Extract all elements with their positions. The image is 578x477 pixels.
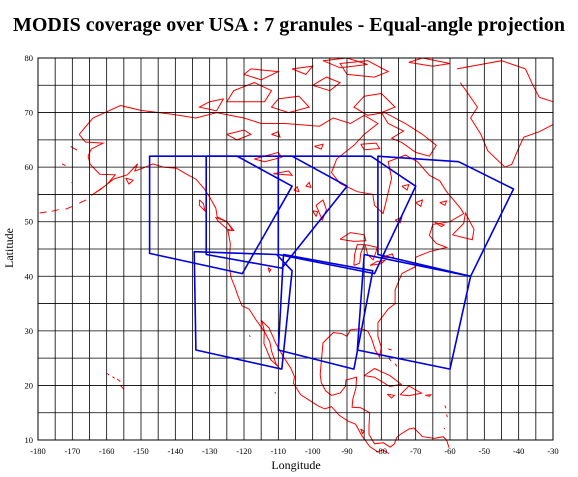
coastline-segment xyxy=(120,385,125,390)
axis-ticks: -180 -170 -160 -150 -140 -130 -120 -110 -100 -90 -… xyxy=(25,53,559,456)
x-tick-label: -170 xyxy=(65,446,81,456)
x-tick-label: -70 xyxy=(410,446,421,456)
y-tick-label: 80 xyxy=(25,53,34,63)
coastline-segment xyxy=(249,335,251,338)
coastline-segment xyxy=(112,376,115,379)
granule-outline xyxy=(277,253,374,370)
x-tick-label: -100 xyxy=(305,446,321,456)
coastline-segment xyxy=(388,348,392,351)
coastline-segment xyxy=(425,394,433,397)
granule-outline xyxy=(193,250,293,370)
granule-outlines xyxy=(148,155,515,370)
granule-outline xyxy=(377,155,515,278)
x-tick-label: -110 xyxy=(271,446,286,456)
coastline-segment xyxy=(408,57,451,67)
coastline-segment xyxy=(267,267,272,274)
coastline-segment xyxy=(322,57,368,69)
y-tick-label: 30 xyxy=(25,326,34,336)
coastline-segment xyxy=(125,177,135,185)
coastline-segment xyxy=(444,405,447,409)
y-tick-label: 50 xyxy=(25,217,34,227)
coastline-segment xyxy=(78,199,87,204)
x-tick-label: -180 xyxy=(30,446,46,456)
coastline-segment xyxy=(39,211,47,214)
coastline-segment xyxy=(116,378,121,382)
y-tick-label: 10 xyxy=(25,435,34,445)
map-title: MODIS coverage over USA : 7 granules - E… xyxy=(12,14,565,36)
coastline-segment xyxy=(70,145,78,151)
coastline-segment xyxy=(215,216,234,232)
coastline-segment xyxy=(315,199,327,222)
coastline-segment xyxy=(312,210,319,218)
coastline-segment xyxy=(197,98,225,112)
coastline-segment xyxy=(314,143,324,150)
x-tick-label: -120 xyxy=(236,446,252,456)
coastline-segment xyxy=(452,211,475,241)
x-tick-label: -130 xyxy=(202,446,218,456)
x-tick-label: -60 xyxy=(444,446,455,456)
coastline-segment xyxy=(363,367,403,388)
coastline-segment xyxy=(78,104,465,448)
coastline-segment xyxy=(312,76,342,92)
coastline-segment xyxy=(456,60,554,168)
granule-outline xyxy=(356,253,472,370)
coastline-segment xyxy=(305,181,312,188)
x-tick-label: -160 xyxy=(99,446,115,456)
coastline-segment xyxy=(434,221,446,228)
granule-outline xyxy=(277,155,417,275)
y-axis-label: Latitude xyxy=(2,228,16,268)
x-tick-label: -140 xyxy=(168,446,184,456)
coastline-segment xyxy=(270,95,311,114)
x-tick-label: -50 xyxy=(479,446,490,456)
coastline-segment xyxy=(107,373,110,376)
coastline-segment xyxy=(271,131,281,138)
x-axis-label: Longitude xyxy=(271,458,320,472)
coastline-segment xyxy=(401,183,410,191)
coastline-segment xyxy=(394,363,398,367)
x-tick-label: -90 xyxy=(341,446,352,456)
coastline-segment xyxy=(386,393,396,399)
y-tick-label: 40 xyxy=(25,271,34,281)
y-tick-label: 70 xyxy=(25,108,34,118)
x-tick-label: -80 xyxy=(376,446,387,456)
y-tick-label: 20 xyxy=(25,380,34,390)
coastline-segment xyxy=(399,385,423,397)
coastline-segment xyxy=(226,129,252,141)
coastline-layer xyxy=(39,57,554,455)
y-tick-label: 60 xyxy=(25,162,34,172)
coastline-segment xyxy=(446,414,448,418)
x-tick-label: -150 xyxy=(133,446,149,456)
coastline-segment xyxy=(274,391,277,394)
coastline-segment xyxy=(353,93,437,157)
coastline-segment xyxy=(360,428,365,435)
coastline-segment xyxy=(415,199,424,208)
graticule-grid xyxy=(37,57,554,441)
coastline-segment xyxy=(439,200,448,206)
coastline-segment xyxy=(339,60,390,78)
coastline-segment xyxy=(353,244,365,266)
coastline-segment xyxy=(273,170,294,176)
x-tick-label: -40 xyxy=(513,446,524,456)
granule-outline xyxy=(148,155,293,275)
coastline-segment xyxy=(61,163,66,166)
coastline-segment xyxy=(291,65,314,75)
coastline-segment xyxy=(198,199,206,213)
coastline-segment xyxy=(369,259,387,266)
coastline-segment xyxy=(293,185,300,193)
coastline-segment xyxy=(339,232,367,242)
coastline-segment xyxy=(78,134,390,455)
coastline-segment xyxy=(388,357,392,362)
coastline-segment xyxy=(360,142,381,151)
coastline-segment xyxy=(65,205,73,210)
x-tick-label: -30 xyxy=(547,446,558,456)
